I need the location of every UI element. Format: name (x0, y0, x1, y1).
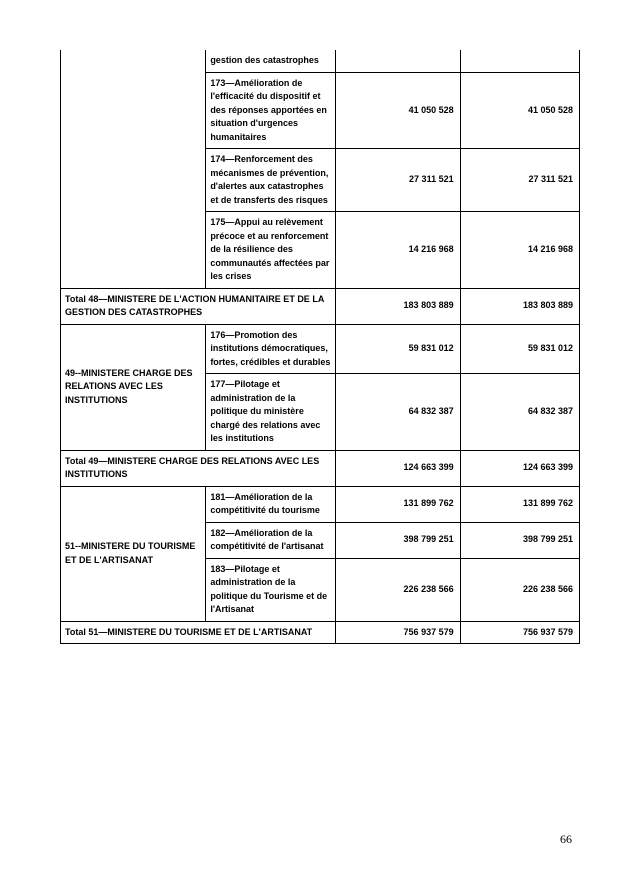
cell-empty (61, 50, 206, 72)
page-number: 66 (560, 832, 572, 847)
cell-desc: gestion des catastrophes (206, 50, 336, 72)
cell-value: 14 216 968 (460, 212, 579, 289)
cell-value: 183 803 889 (336, 288, 461, 324)
cell-value: 27 311 521 (460, 149, 579, 212)
budget-table: gestion des catastrophes 173—Amélioratio… (60, 50, 580, 644)
cell-value: 64 832 387 (336, 374, 461, 451)
cell-value: 226 238 566 (336, 558, 461, 621)
cell-empty (61, 212, 206, 289)
cell-value: 59 831 012 (460, 324, 579, 374)
cell-ministry-label: 49--MINISTERE CHARGE DES RELATIONS AVEC … (61, 324, 206, 450)
cell-desc: 173—Amélioration de l'efficacité du disp… (206, 72, 336, 149)
table-row-total: Total 49—MINISTERE CHARGE DES RELATIONS … (61, 450, 580, 486)
cell-empty (61, 149, 206, 212)
cell-value (460, 50, 579, 72)
cell-desc: 176—Promotion des institutions démocrati… (206, 324, 336, 374)
cell-desc: 182—Amélioration de la compétitivité de … (206, 522, 336, 558)
table-row: 51--MINISTERE DU TOURISME ET DE L'ARTISA… (61, 486, 580, 522)
table-row-total: Total 51—MINISTERE DU TOURISME ET DE L'A… (61, 621, 580, 644)
cell-value: 398 799 251 (460, 522, 579, 558)
cell-desc: 181—Amélioration de la compétitivité du … (206, 486, 336, 522)
cell-value: 183 803 889 (460, 288, 579, 324)
cell-value: 27 311 521 (336, 149, 461, 212)
cell-total-label: Total 49—MINISTERE CHARGE DES RELATIONS … (61, 450, 336, 486)
cell-value: 59 831 012 (336, 324, 461, 374)
cell-value: 756 937 579 (336, 621, 461, 644)
document-page: gestion des catastrophes 173—Amélioratio… (0, 0, 620, 877)
table-row: 175—Appui au relèvement précoce et au re… (61, 212, 580, 289)
cell-total-label: Total 48—MINISTERE DE L'ACTION HUMANITAI… (61, 288, 336, 324)
cell-value: 124 663 399 (460, 450, 579, 486)
cell-value: 131 899 762 (460, 486, 579, 522)
cell-value: 756 937 579 (460, 621, 579, 644)
cell-value: 124 663 399 (336, 450, 461, 486)
cell-desc: 177—Pilotage et administration de la pol… (206, 374, 336, 451)
table-row: 173—Amélioration de l'efficacité du disp… (61, 72, 580, 149)
cell-value: 14 216 968 (336, 212, 461, 289)
table-row-total: Total 48—MINISTERE DE L'ACTION HUMANITAI… (61, 288, 580, 324)
cell-empty (61, 72, 206, 149)
table-row: 174—Renforcement des mécanismes de préve… (61, 149, 580, 212)
cell-value: 41 050 528 (460, 72, 579, 149)
cell-desc: 183—Pilotage et administration de la pol… (206, 558, 336, 621)
cell-ministry-label: 51--MINISTERE DU TOURISME ET DE L'ARTISA… (61, 486, 206, 621)
cell-value: 131 899 762 (336, 486, 461, 522)
cell-desc: 175—Appui au relèvement précoce et au re… (206, 212, 336, 289)
cell-value: 41 050 528 (336, 72, 461, 149)
cell-desc: 174—Renforcement des mécanismes de préve… (206, 149, 336, 212)
cell-value (336, 50, 461, 72)
cell-total-label: Total 51—MINISTERE DU TOURISME ET DE L'A… (61, 621, 336, 644)
table-row: gestion des catastrophes (61, 50, 580, 72)
table-row: 49--MINISTERE CHARGE DES RELATIONS AVEC … (61, 324, 580, 374)
cell-value: 226 238 566 (460, 558, 579, 621)
cell-value: 64 832 387 (460, 374, 579, 451)
cell-value: 398 799 251 (336, 522, 461, 558)
